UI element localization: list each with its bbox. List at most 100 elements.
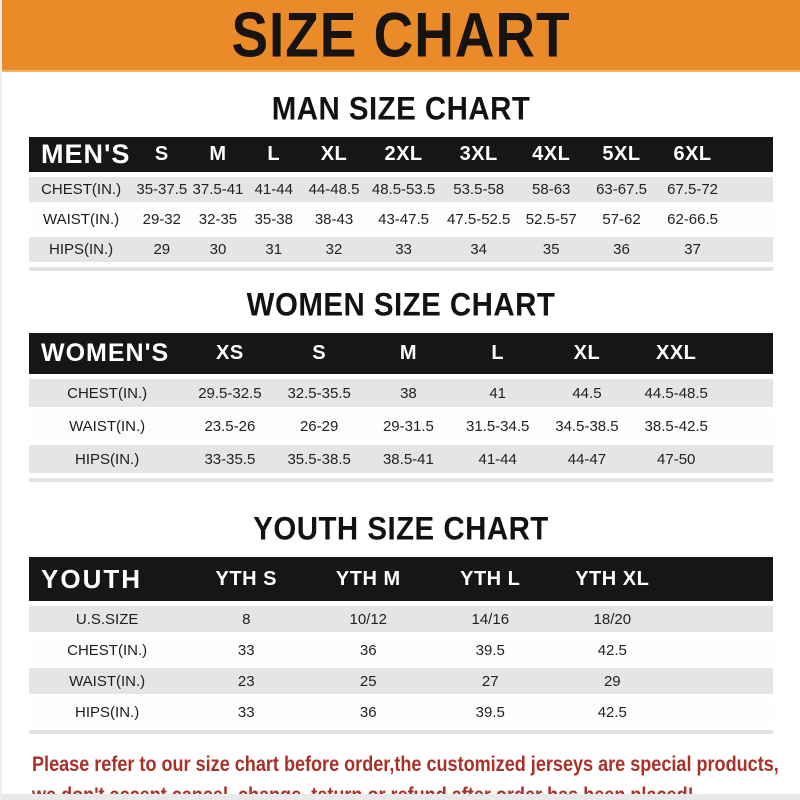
size-cell: 41-44	[453, 445, 543, 474]
row-label: CHEST(IN.)	[29, 177, 134, 203]
section-heading: MAN SIZE CHART	[271, 90, 531, 127]
size-cell: 57-62	[586, 207, 657, 233]
size-cell: 41-44	[245, 177, 303, 203]
size-cell: 67.5-72	[656, 177, 729, 203]
table-header-row: MEN'S S M L XL 2XL 3XL 4XL 5XL 6XL	[29, 137, 773, 173]
size-cell: 44-48.5	[302, 177, 366, 203]
table-header-label: MEN'S	[29, 137, 134, 173]
size-cell: 33	[365, 237, 442, 263]
size-cell: 44.5-48.5	[631, 379, 721, 408]
size-cell: 62-66.5	[656, 207, 729, 233]
table-row: U.S.SIZE 8 10/12 14/16 18/20	[29, 606, 773, 633]
column-header: XS	[185, 333, 275, 375]
column-header: YTH XL	[551, 557, 674, 602]
notice-line-1: Please refer to our size chart before or…	[32, 753, 779, 777]
size-cell: 8	[185, 606, 308, 633]
column-header: L	[245, 137, 303, 173]
table-row: WAIST(IN.) 23 25 27 29	[29, 668, 773, 695]
table-header-label: YOUTH	[29, 557, 186, 602]
filler-cell	[728, 177, 773, 203]
size-cell: 58-63	[516, 177, 587, 203]
size-cell: 37.5-41	[190, 177, 246, 203]
size-cell: 32.5-35.5	[274, 379, 364, 408]
banner: SIZE CHART	[2, 0, 800, 72]
size-cell: 39.5	[429, 699, 552, 726]
column-header: YTH S	[185, 557, 308, 602]
size-cell: 44-47	[542, 445, 632, 474]
size-cell: 29-31.5	[363, 412, 454, 441]
size-cell: 14/16	[429, 606, 552, 633]
size-cell: 47.5-52.5	[441, 207, 517, 233]
row-label: U.S.SIZE	[29, 606, 186, 633]
row-label: WAIST(IN.)	[29, 412, 186, 441]
size-cell: 36	[307, 699, 430, 726]
filler-cell	[728, 137, 773, 173]
tables-area: MAN SIZE CHART MEN'S S M L XL 2XL 3XL 4XL 5XL 6XL C…	[2, 90, 800, 735]
table-row: HIPS(IN.) 33-35.5 35.5-38.5 38.5-41 41-44 44-…	[29, 445, 773, 474]
size-cell: 53.5-58	[441, 177, 517, 203]
size-cell: 42.5	[551, 699, 674, 726]
filler-cell	[673, 668, 773, 695]
size-section-mens: MAN SIZE CHART MEN'S S M L XL 2XL 3XL 4XL 5XL 6XL C…	[2, 90, 800, 272]
size-cell: 48.5-53.5	[365, 177, 442, 203]
size-cell: 27	[429, 668, 552, 695]
size-cell: 31.5-34.5	[453, 412, 543, 441]
size-cell: 32-35	[190, 207, 246, 233]
size-cell: 41	[453, 379, 543, 408]
column-header: L	[453, 333, 543, 375]
size-cell: 38	[363, 379, 454, 408]
filler-cell	[673, 606, 773, 633]
table-header-label: WOMEN'S	[29, 333, 186, 375]
size-cell: 35	[516, 237, 587, 263]
filler-cell	[720, 445, 773, 474]
size-cell: 35-37.5	[133, 177, 191, 203]
size-cell: 36	[586, 237, 657, 263]
row-label: WAIST(IN.)	[29, 207, 134, 233]
size-cell: 34.5-38.5	[542, 412, 632, 441]
filler-cell	[673, 637, 773, 664]
row-label: CHEST(IN.)	[29, 379, 186, 408]
column-header: 5XL	[586, 137, 657, 173]
column-header: 6XL	[656, 137, 729, 173]
size-cell: 35.5-38.5	[274, 445, 364, 474]
size-cell: 18/20	[551, 606, 674, 633]
table-row: WAIST(IN.) 23.5-26 26-29 29-31.5 31.5-34.5 34…	[29, 412, 773, 441]
size-cell: 33	[185, 699, 308, 726]
table-row: HIPS(IN.) 29 30 31 32 33 34 35 36 37	[29, 237, 773, 263]
column-header: YTH M	[307, 557, 430, 602]
size-cell: 63-67.5	[586, 177, 657, 203]
size-table-womens: WOMEN'S XS S M L XL XXL CHEST(IN.) 29.5-32.5 32.5…	[29, 328, 773, 483]
size-cell: 29	[133, 237, 191, 263]
row-label: HIPS(IN.)	[29, 445, 186, 474]
size-cell: 23.5-26	[185, 412, 275, 441]
column-header: M	[363, 333, 454, 375]
size-cell: 38.5-42.5	[631, 412, 721, 441]
filler-cell	[673, 557, 773, 602]
size-cell: 31	[245, 237, 303, 263]
table-header-row: YOUTH YTH S YTH M YTH L YTH XL	[29, 557, 773, 602]
filler-cell	[728, 207, 773, 233]
column-header: 4XL	[516, 137, 587, 173]
column-header: S	[133, 137, 191, 173]
size-cell: 42.5	[551, 637, 674, 664]
size-cell: 35-38	[245, 207, 303, 233]
size-cell: 33-35.5	[185, 445, 275, 474]
filler-cell	[720, 333, 773, 375]
size-cell: 23	[185, 668, 308, 695]
filler-cell	[720, 412, 773, 441]
banner-title: SIZE CHART	[231, 0, 571, 70]
column-header: YTH L	[429, 557, 552, 602]
column-header: 2XL	[365, 137, 442, 173]
filler-cell	[720, 379, 773, 408]
bottom-edge-strip	[2, 794, 800, 800]
section-heading: WOMEN SIZE CHART	[246, 286, 556, 323]
table-row: CHEST(IN.) 35-37.5 37.5-41 41-44 44-48.5 48.5…	[29, 177, 773, 203]
size-cell: 36	[307, 637, 430, 664]
table-header-row: WOMEN'S XS S M L XL XXL	[29, 333, 773, 375]
size-cell: 38.5-41	[363, 445, 454, 474]
filler-cell	[728, 237, 773, 263]
footer-notice: Please refer to our size chart before or…	[32, 750, 800, 800]
size-cell: 43-47.5	[365, 207, 442, 233]
size-section-womens: WOMEN SIZE CHART WOMEN'S XS S M L XL XXL CHEST(I…	[2, 286, 800, 483]
